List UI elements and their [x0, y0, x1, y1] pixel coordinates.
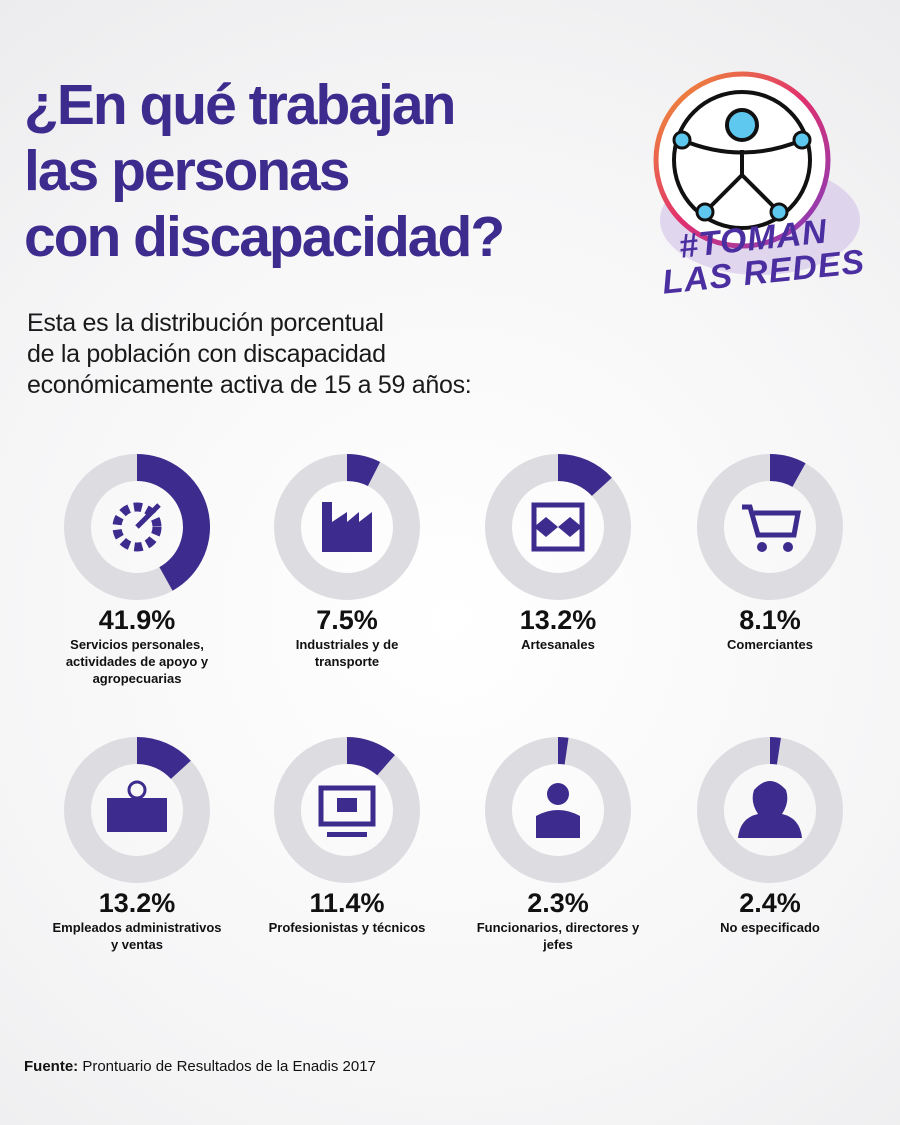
category-label: Comerciantes — [727, 637, 813, 652]
donut — [485, 454, 631, 600]
donut — [64, 737, 210, 883]
icon — [112, 502, 162, 552]
source-text: Prontuario de Resultados de la Enadis 20… — [82, 1058, 376, 1075]
icon — [318, 785, 376, 827]
subtitle: Esta es la distribución porcentual de la… — [27, 308, 472, 401]
category-label: Profesionistas y técnicos — [268, 920, 426, 935]
donut — [64, 454, 210, 600]
value-label: 11.4% — [309, 888, 385, 918]
icon — [738, 781, 802, 838]
value-label: 41.9% — [98, 605, 176, 635]
donut-segment — [770, 454, 806, 487]
source-label: Fuente: — [24, 1058, 79, 1075]
donut — [274, 454, 420, 600]
donut-segment — [347, 737, 395, 776]
subtitle-line: Esta es la distribución porcentual — [27, 309, 384, 337]
icon — [783, 542, 793, 552]
value-label: 7.5% — [316, 605, 378, 635]
icon — [337, 798, 357, 812]
donut-segment — [137, 737, 191, 779]
category-label: Artesanales — [521, 637, 595, 652]
donut-segment — [137, 454, 210, 591]
category-label: Funcionarios, directores y jefes — [476, 920, 640, 952]
title-line: con discapacidad? — [24, 205, 505, 269]
donut-segment — [558, 454, 612, 496]
donut — [697, 737, 843, 883]
category-label: No especificado — [720, 920, 820, 935]
donut — [274, 737, 420, 883]
icon — [742, 504, 801, 538]
icon — [107, 798, 167, 832]
title-line: ¿En qué trabajan — [24, 73, 456, 137]
value-label: 13.2% — [519, 605, 597, 635]
icon — [536, 810, 580, 838]
title-line: las personas — [24, 139, 351, 203]
icon — [135, 503, 161, 529]
value-label: 8.1% — [739, 605, 801, 635]
donut-segment — [347, 454, 381, 487]
category-label: Empleados administrativos y ventas — [52, 920, 222, 952]
icon — [127, 780, 147, 800]
donut — [697, 454, 843, 600]
icon — [327, 832, 367, 837]
category-label: Industriales y de transporte — [295, 637, 399, 669]
icon — [547, 783, 569, 805]
value-label: 2.4% — [739, 888, 801, 918]
donut — [485, 737, 631, 883]
donut-track — [697, 454, 843, 600]
value-label: 13.2% — [98, 888, 176, 918]
icon — [534, 517, 582, 537]
subtitle-line: de la población con discapacidad — [27, 340, 386, 368]
source: Fuente: Prontuario de Resultados de la E… — [24, 1058, 376, 1075]
subtitle-line: económicamente activa de 15 a 59 años: — [27, 371, 472, 399]
value-label: 2.3% — [527, 888, 589, 918]
title: ¿En qué trabajan las personas con discap… — [24, 72, 505, 270]
category-label: Servicios personales, actividades de apo… — [65, 637, 209, 686]
icon — [322, 502, 372, 552]
donut-segment — [770, 737, 781, 765]
donut-segment — [558, 737, 569, 765]
logo — [653, 71, 860, 275]
icon — [757, 542, 767, 552]
